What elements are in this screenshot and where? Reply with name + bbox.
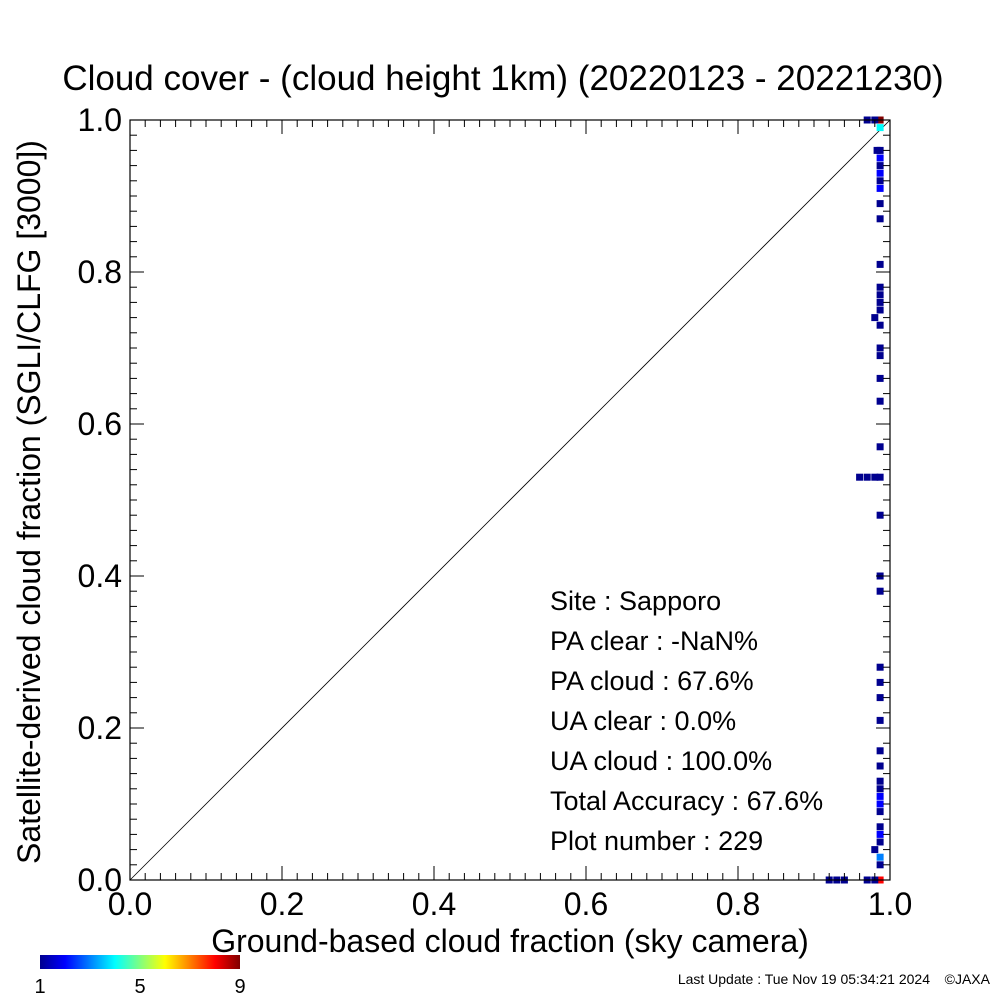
y-tick-label: 0.6: [78, 406, 122, 442]
data-point: [876, 169, 884, 177]
stats-line: Plot number : 229: [550, 826, 763, 856]
data-point: [863, 473, 871, 481]
y-tick-label: 0.0: [78, 862, 122, 898]
copyright-text: ©JAXA: [945, 971, 991, 987]
data-point: [876, 298, 884, 306]
data-point: [876, 260, 884, 268]
x-tick-label: 0.0: [108, 886, 152, 922]
data-point: [876, 861, 884, 869]
colorbar-legend: 1 5 9: [34, 955, 246, 998]
stats-line: PA cloud : 67.6%: [550, 666, 754, 696]
data-point: [871, 846, 879, 854]
x-tick-label: 0.8: [716, 886, 760, 922]
colorbar-tick-label: 9: [234, 976, 245, 998]
data-point: [876, 344, 884, 352]
data-point: [871, 473, 879, 481]
data-point: [876, 184, 884, 192]
data-point: [876, 678, 884, 686]
x-tick-label: 0.4: [412, 886, 456, 922]
data-point: [876, 397, 884, 405]
data-point: [876, 511, 884, 519]
data-point: [876, 587, 884, 595]
stats-box: Site : Sapporo PA clear : -NaN% PA cloud :…: [550, 586, 823, 856]
last-update-text: Last Update : Tue Nov 19 05:34:21 2024: [678, 971, 930, 987]
data-point: [876, 352, 884, 360]
data-point: [876, 762, 884, 770]
stats-line: Site : Sapporo: [550, 586, 721, 616]
x-tick-label: 0.6: [564, 886, 608, 922]
data-point: [876, 716, 884, 724]
colorbar-tick-label: 5: [134, 976, 145, 998]
data-point: [871, 314, 879, 322]
data-point: [876, 823, 884, 831]
stats-line: UA clear : 0.0%: [550, 706, 736, 736]
stats-line: PA clear : -NaN%: [550, 626, 758, 656]
x-tick-label: 1.0: [868, 886, 912, 922]
plot-area: 0.0 0.2 0.4 0.6 0.8 1.0 0.0 0.2 0.4 0.6 0.8 1.0: [78, 102, 913, 922]
data-point: [876, 838, 884, 846]
y-axis-label: Satellite-derived cloud fraction (SGLI/C…: [11, 140, 47, 864]
data-point: [856, 473, 864, 481]
data-point: [876, 800, 884, 808]
y-tick-label: 0.4: [78, 558, 122, 594]
data-point: [876, 321, 884, 329]
colorbar-bar: [40, 955, 240, 969]
data-point: [876, 853, 884, 861]
data-point: [876, 200, 884, 208]
data-point: [876, 154, 884, 162]
data-point: [876, 443, 884, 451]
data-point: [876, 177, 884, 185]
data-point: [876, 124, 884, 132]
data-point: [876, 792, 884, 800]
data-point: [876, 663, 884, 671]
stats-line: UA cloud : 100.0%: [550, 746, 772, 776]
x-axis-label: Ground-based cloud fraction (sky camera): [211, 923, 809, 959]
x-tick-label: 0.2: [260, 886, 304, 922]
y-tick-label: 0.2: [78, 710, 122, 746]
data-point: [876, 830, 884, 838]
colorbar-tick-label: 1: [34, 976, 45, 998]
data-point: [876, 808, 884, 816]
data-point: [876, 777, 884, 785]
data-point: [876, 162, 884, 170]
data-point: [876, 694, 884, 702]
data-point: [873, 146, 881, 154]
y-tick-label: 1.0: [78, 102, 122, 138]
data-point: [876, 283, 884, 291]
data-point: [876, 473, 884, 481]
y-tick-label: 0.8: [78, 254, 122, 290]
data-point: [876, 785, 884, 793]
data-point: [876, 291, 884, 299]
data-point: [876, 306, 884, 314]
chart-title: Cloud cover - (cloud height 1km) (202201…: [62, 59, 943, 98]
data-point: [876, 747, 884, 755]
data-point: [876, 215, 884, 223]
data-point: [876, 374, 884, 382]
one-to-one-line: [129, 119, 891, 881]
stats-line: Total Accuracy : 67.6%: [550, 786, 823, 816]
